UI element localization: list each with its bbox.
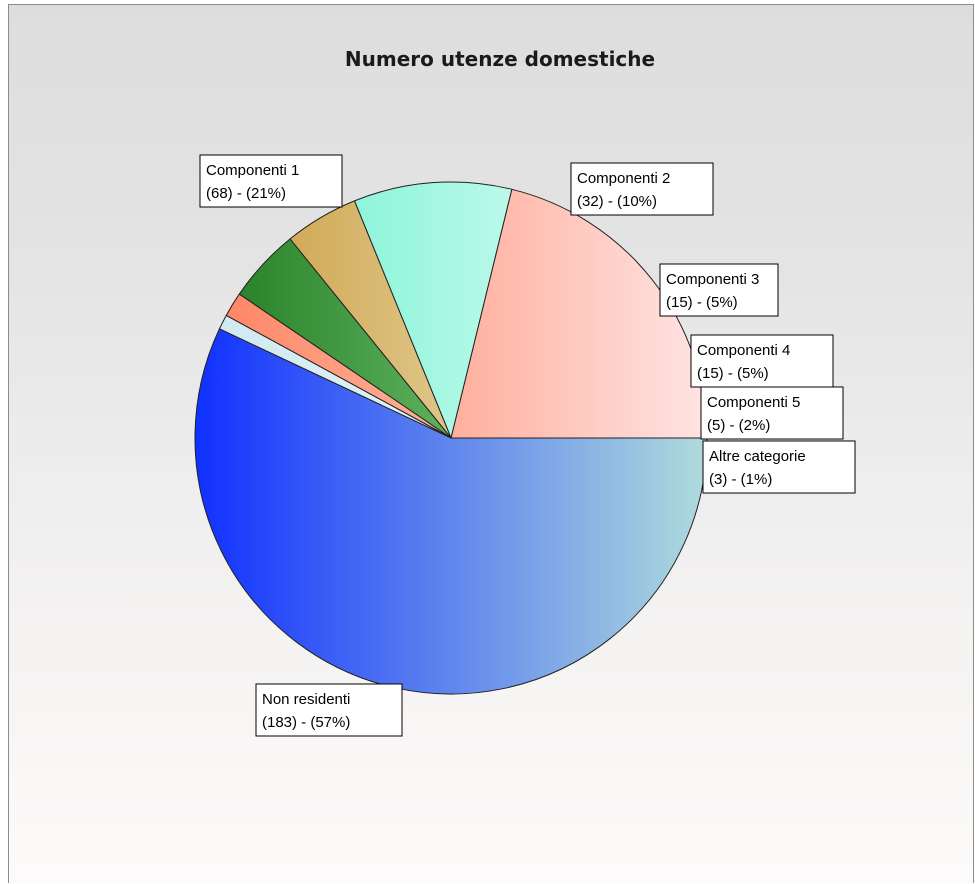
slice-label-name: Componenti 3 [666, 271, 759, 288]
slice-label-name: Altre categorie [709, 448, 806, 465]
slice-label-componenti-1: Componenti 1 (68) - (21%) [199, 154, 343, 208]
slice-label-value: (5) - (2%) [707, 417, 770, 434]
slice-label-name: Non residenti [262, 691, 350, 708]
slice-label-value: (68) - (21%) [206, 185, 286, 202]
slice-label-name: Componenti 2 [577, 170, 670, 187]
slice-label-componenti-3: Componenti 3 (15) - (5%) [659, 263, 779, 317]
slice-label-non-residenti: Non residenti (183) - (57%) [255, 683, 403, 737]
slice-label-value: (3) - (1%) [709, 471, 772, 488]
slice-label-componenti-4: Componenti 4 (15) - (5%) [690, 334, 834, 388]
slice-label-value: (32) - (10%) [577, 193, 657, 210]
chart-frame: Numero utenze domestiche Componenti 1 (68… [8, 4, 974, 883]
slice-label-componenti-2: Componenti 2 (32) - (10%) [570, 162, 714, 216]
pie-slice-componenti-2 [353, 181, 513, 440]
slice-label-value: (15) - (5%) [666, 294, 738, 311]
chart-title: Numero utenze domestiche [345, 47, 655, 71]
pie-labels: Componenti 1 (68) - (21%) Componenti 2 (32)… [199, 154, 856, 737]
slice-label-name: Componenti 5 [707, 394, 800, 411]
slice-label-value: (183) - (57%) [262, 714, 350, 731]
slice-label-altre-categorie: Altre categorie (3) - (1%) [702, 440, 856, 494]
slice-label-componenti-5: Componenti 5 (5) - (2%) [700, 386, 844, 440]
pie-chart: Numero utenze domestiche Componenti 1 (68… [194, 47, 856, 737]
pie-slices [194, 181, 708, 695]
slice-label-value: (15) - (5%) [697, 365, 769, 382]
slice-label-name: Componenti 4 [697, 342, 790, 359]
slice-label-name: Componenti 1 [206, 162, 299, 179]
